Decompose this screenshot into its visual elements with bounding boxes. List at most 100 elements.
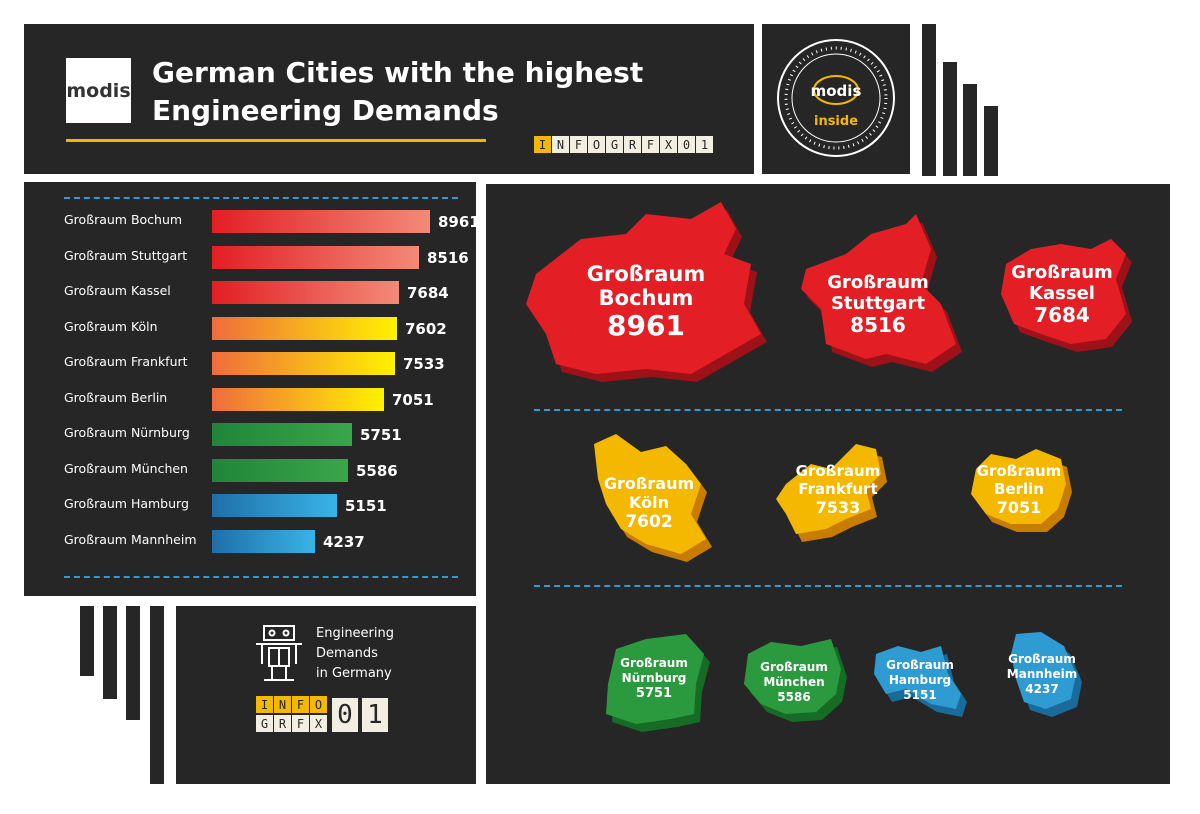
- region-label-value: 5151: [903, 688, 937, 702]
- region-label: Großraum Köln 7602: [579, 474, 719, 532]
- code-letter: G: [606, 136, 623, 153]
- code-letter: X: [310, 715, 327, 732]
- code-letter: R: [274, 715, 291, 732]
- bar: [212, 494, 337, 517]
- region-label-line1: Großraum: [1011, 262, 1113, 283]
- region-label-line1: Großraum: [1008, 652, 1076, 666]
- region-label-line1: Großraum: [603, 474, 695, 493]
- bar-label: Großraum Stuttgart: [64, 247, 188, 263]
- region-label: Großraum Berlin 7051: [949, 462, 1089, 517]
- code-letter: N: [552, 136, 569, 153]
- bar-label: Großraum Kassel: [64, 283, 171, 298]
- bar: [212, 458, 348, 482]
- bar-label: Großraum Mannheim: [64, 531, 197, 547]
- bar-value-label: 4237: [323, 532, 365, 551]
- region-label-line1: Großraum: [760, 660, 828, 674]
- bar: [212, 387, 384, 411]
- map-divider-2: [534, 585, 1122, 587]
- chart-divider-bottom: [64, 576, 458, 578]
- bar-label: Großraum Frankfurt: [64, 354, 188, 369]
- region-label-line1: Großraum: [886, 658, 954, 672]
- code-letter: I: [256, 696, 273, 713]
- code-letter: I: [534, 136, 551, 153]
- region-label: Großraum Mannheim 4237: [972, 652, 1112, 697]
- bar-value-label: 5151: [345, 497, 387, 515]
- region-label-value: 8516: [850, 313, 906, 337]
- region-label: Großraum Kassel 7684: [992, 262, 1132, 327]
- code-letter: F: [292, 715, 309, 732]
- footer-caption: Engineering Demands in Germany: [316, 624, 394, 684]
- bar-value-label: 8516: [427, 248, 469, 267]
- footer-code-digit-0: 0: [332, 698, 358, 732]
- code-letter: R: [624, 136, 641, 153]
- region-label-line2: Kassel: [1029, 283, 1095, 304]
- code-letter: G: [256, 715, 273, 732]
- region-shape-hamburg: [874, 646, 967, 717]
- bar: [212, 423, 352, 446]
- page-title: German Cities with the highest Engineeri…: [152, 54, 643, 130]
- bar-value-label: 5586: [356, 461, 398, 480]
- bar-value-label: 7602: [405, 319, 447, 338]
- region-label-line2: Köln: [629, 493, 669, 512]
- region-label: Großraum München 5586: [724, 660, 864, 705]
- footer-code-digit-1: 1: [362, 698, 388, 732]
- region-maps: [526, 202, 1132, 732]
- region-label-value: 5586: [777, 690, 811, 704]
- region-label: Großraum Hamburg 5151: [850, 658, 990, 703]
- badge-logo-text: modis: [811, 82, 862, 100]
- title-line-1: German Cities with the highest: [152, 56, 644, 89]
- bar: [212, 352, 395, 375]
- bar-value-label: 7051: [392, 390, 434, 409]
- bar-value-label: 5751: [360, 426, 402, 444]
- region-label-line2: Stuttgart: [830, 293, 926, 314]
- region-label-value: 8961: [607, 309, 685, 342]
- region-label-line2: Mannheim: [1006, 667, 1078, 681]
- code-letter: F: [292, 696, 309, 713]
- region-label-value: 7051: [996, 498, 1042, 517]
- region-label-line1: Großraum: [976, 462, 1062, 480]
- bar: [212, 281, 399, 304]
- region-shape-koeln: [594, 434, 712, 562]
- chart-divider-top: [64, 197, 458, 199]
- map-divider-1: [534, 409, 1122, 411]
- bar-value-label: 7533: [403, 355, 445, 373]
- code-letter: 0: [678, 136, 695, 153]
- region-label-value: 5751: [635, 686, 673, 701]
- code-letter: O: [310, 696, 327, 713]
- footer-line-3: in Germany: [316, 666, 392, 681]
- bar-label: Großraum Berlin: [64, 389, 168, 405]
- region-label-line1: Großraum: [620, 656, 688, 670]
- modis-inside-seal: modis inside: [777, 39, 895, 157]
- badge-sub-text: inside: [814, 114, 858, 129]
- map-panel: Großraum Bochum 8961 Großraum Stuttgart 8516 G…: [486, 184, 1170, 784]
- bar: [212, 529, 315, 553]
- bar-label: Großraum Nürnburg: [64, 425, 190, 440]
- region-label-line2: Bochum: [598, 286, 694, 310]
- bar: [212, 316, 397, 340]
- title-underline: [66, 139, 486, 142]
- bar-label: Großraum München: [64, 460, 188, 476]
- region-shape-bochum: [526, 202, 767, 382]
- region-shape-kassel: [1001, 239, 1132, 352]
- bar-label: Großraum Hamburg: [64, 496, 189, 511]
- region-label-value: 7684: [1034, 303, 1090, 327]
- region-label-line2: Hamburg: [888, 673, 952, 687]
- code-letter: F: [642, 136, 659, 153]
- region-shape-stuttgart: [801, 214, 962, 372]
- code-letter: O: [588, 136, 605, 153]
- region-label-line2: Nürnburg: [621, 671, 687, 685]
- bar: [212, 245, 419, 269]
- code-letter: X: [660, 136, 677, 153]
- title-line-2: Engineering Demands: [152, 94, 499, 127]
- modis-logo: modis: [66, 58, 131, 123]
- region-shape-nuernburg: [606, 634, 710, 732]
- robot-icon: [256, 625, 302, 681]
- region-label-value: 7602: [625, 512, 673, 532]
- region-label-line1: Großraum: [827, 272, 929, 293]
- bar-value-label: 8961: [438, 213, 480, 231]
- region-label-line1: Großraum: [795, 462, 881, 480]
